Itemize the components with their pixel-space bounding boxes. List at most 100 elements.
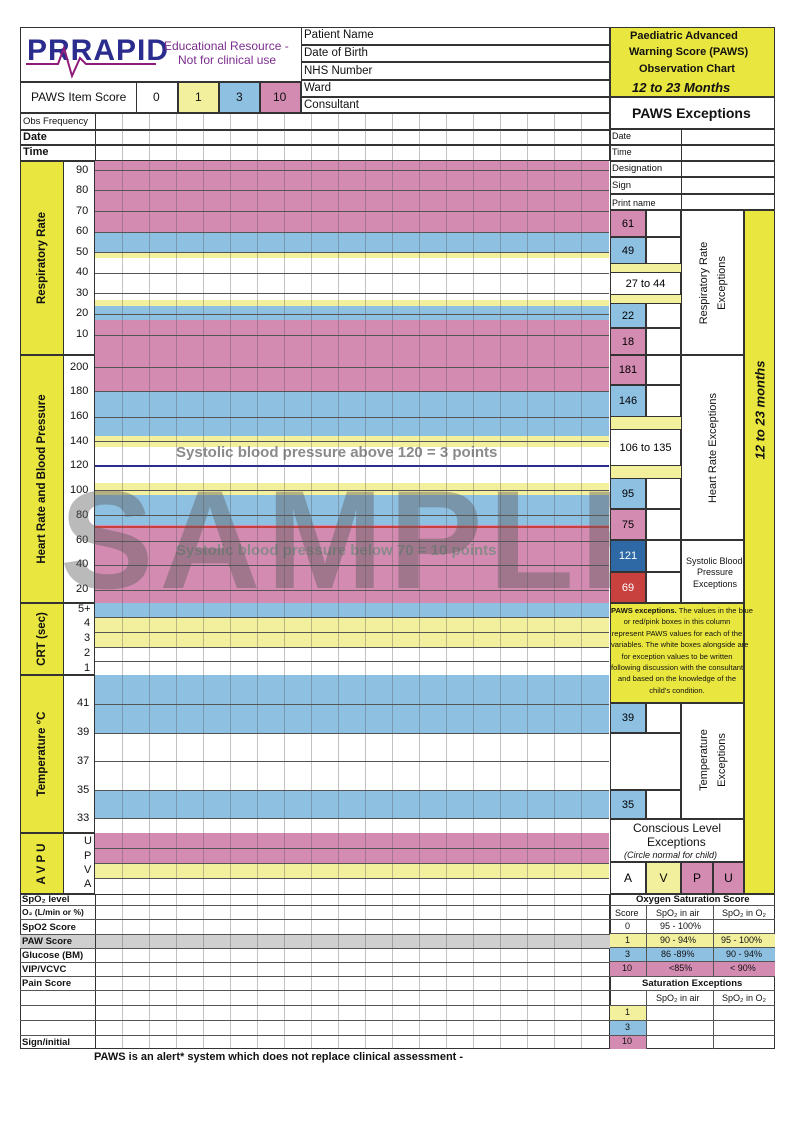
grid-column-line: [365, 894, 366, 1049]
item-score-label: PAWS Item Score: [31, 90, 127, 104]
score-3-cell: 3: [219, 82, 260, 113]
temp-label-2: Exceptions: [716, 733, 728, 787]
avpu-p-option[interactable]: P: [681, 862, 713, 894]
exceptions-title-box: [610, 97, 775, 129]
grid-column-line: [446, 894, 447, 1049]
respiratory-rate-section-label: Respiratory Rate: [20, 161, 64, 355]
resp-exc-49-input[interactable]: [646, 237, 681, 264]
heart-rate-grid[interactable]: [95, 355, 609, 603]
temp-exc-39-input[interactable]: [646, 703, 681, 733]
grid-column-line: [554, 603, 555, 675]
temp-exc-35: 35: [610, 790, 646, 819]
hr-exc-75-input[interactable]: [646, 509, 681, 540]
grid-column-line: [581, 894, 582, 1049]
chart-title-box: [610, 27, 775, 97]
time-row[interactable]: [20, 145, 610, 161]
educational-line-2: Not for clinical use: [178, 53, 277, 67]
logo-heartbeat-icon: [26, 44, 156, 79]
exc-date-row[interactable]: Date: [610, 129, 775, 145]
sbp-exc-69-input[interactable]: [646, 572, 681, 603]
spo2-score-label: SpO2 Score: [22, 922, 76, 933]
exc-sign-row[interactable]: Sign: [610, 177, 775, 194]
logo-box: [20, 27, 301, 82]
score-0-cell: 0: [136, 82, 178, 113]
grid-column-line: [554, 113, 555, 161]
vip-label: VIP/VCVC: [22, 964, 67, 975]
o2-label: O₂ (L/min or %): [22, 907, 84, 917]
grid-column-line: [500, 603, 501, 675]
consultant-field[interactable]: Consultant: [301, 97, 610, 113]
grid-column-line: [446, 355, 447, 603]
sbp-label-2: Pressure: [697, 567, 734, 577]
grid-column-line: [230, 833, 231, 894]
grid-column-line: [338, 894, 339, 1049]
grid-column-line: [527, 675, 528, 833]
grid-column-line: [311, 833, 312, 894]
dob-field[interactable]: Date of Birth: [301, 45, 610, 62]
respiratory-grid[interactable]: [95, 161, 609, 355]
hr-exc-75: 75: [610, 509, 646, 540]
grid-column-line: [419, 833, 420, 894]
grid-column-line: [419, 355, 420, 603]
grid-column-line: [311, 894, 312, 1049]
grid-column-line: [149, 355, 150, 603]
grid-column-line: [122, 833, 123, 894]
ward-field[interactable]: Ward: [301, 80, 610, 97]
date-row[interactable]: [20, 130, 610, 145]
sat-exc-10: [610, 1036, 646, 1049]
avpu-v-option[interactable]: V: [646, 862, 681, 894]
resp-exc-18-input[interactable]: [646, 328, 681, 355]
sbp-exc-121-input[interactable]: [646, 540, 681, 572]
sbp-exc-69: 69: [610, 572, 646, 603]
conscious-note: (Circle normal for child): [624, 850, 718, 860]
grid-column-line: [203, 161, 204, 355]
age-side-banner: [744, 210, 775, 894]
resp-exc-61-input[interactable]: [646, 210, 681, 237]
temp-exc-35-input[interactable]: [646, 790, 681, 819]
grid-column-line: [419, 603, 420, 675]
grid-column-line: [527, 161, 528, 355]
exc-time-row[interactable]: Time: [610, 145, 775, 161]
nhs-number-field[interactable]: NHS Number: [301, 62, 610, 80]
bottom-rows-table[interactable]: [20, 894, 610, 1049]
oxy-row-10: [610, 962, 775, 976]
exceptions-title: PAWS Exceptions: [632, 105, 751, 121]
grid-column-line: [392, 113, 393, 161]
oxygen-table-title: Oxygen Saturation Score: [636, 894, 750, 905]
grid-column-line: [581, 113, 582, 161]
grid-column-line: [446, 675, 447, 833]
temperature-grid[interactable]: [95, 675, 609, 833]
grid-column-line: [230, 161, 231, 355]
sat-exc-3: [610, 1021, 646, 1035]
resp-exceptions-label-2: Exceptions: [716, 256, 728, 310]
oxy-row-3: [610, 948, 775, 962]
sbp-exc-121: 121: [610, 540, 646, 572]
grid-column-line: [473, 355, 474, 603]
grid-column-line: [122, 355, 123, 603]
grid-column-line: [365, 161, 366, 355]
exc-designation-row[interactable]: Designation: [610, 161, 775, 177]
time-label: Time: [23, 146, 49, 158]
grid-column-line: [500, 355, 501, 603]
grid-column-line: [446, 833, 447, 894]
patient-name-field[interactable]: Patient Name: [301, 27, 610, 45]
grid-column-line: [446, 603, 447, 675]
glucose-label: Glucose (BM): [22, 950, 84, 961]
avpu-u-option[interactable]: U: [713, 862, 744, 894]
hr-exc-181-input[interactable]: [646, 355, 681, 385]
crt-grid[interactable]: [95, 603, 609, 675]
exc-print-name-row[interactable]: Print name: [610, 194, 775, 210]
grid-column-line: [203, 675, 204, 833]
bp-above-note: Systolic blood pressure above 120 = 3 po…: [176, 444, 498, 461]
hr-exc-95: 95: [610, 478, 646, 509]
avpu-grid[interactable]: [95, 833, 609, 894]
avpu-a-option[interactable]: A: [610, 862, 646, 894]
resp-exc-22-input[interactable]: [646, 303, 681, 328]
hr-exc-95-input[interactable]: [646, 478, 681, 509]
grid-column-line: [500, 113, 501, 161]
grid-column-line: [230, 675, 231, 833]
hr-exc-146-input[interactable]: [646, 385, 681, 417]
grid-column-line: [419, 113, 420, 161]
conscious-level-box: [610, 819, 744, 862]
conscious-line-2: Exceptions: [647, 835, 706, 849]
